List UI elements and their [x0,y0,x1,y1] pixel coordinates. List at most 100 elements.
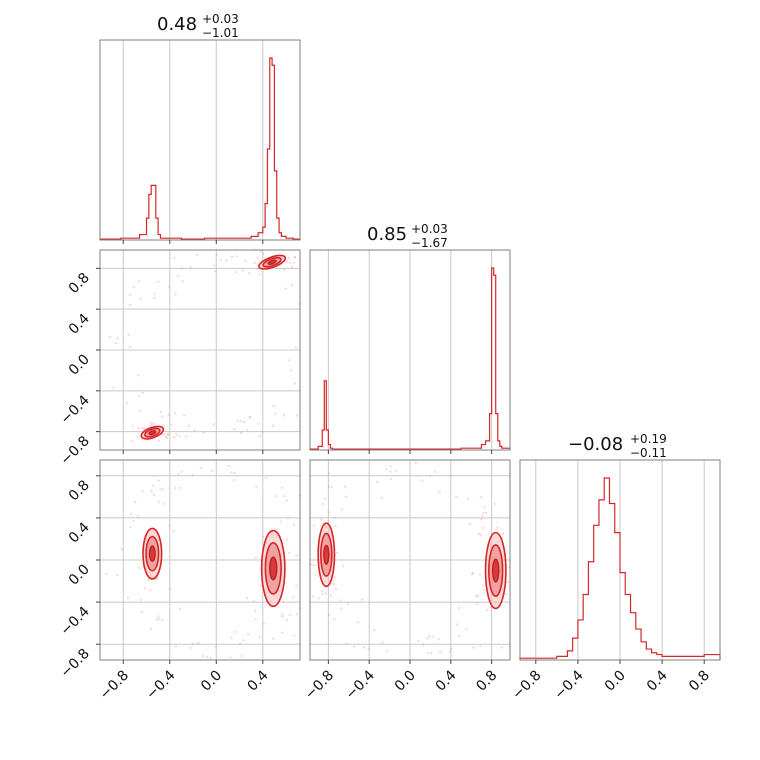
scatter-point [332,579,335,582]
scatter-point [345,642,348,645]
scatter-point [127,333,130,336]
scatter-point [421,479,424,482]
scatter-point [312,524,315,527]
scatter-point [189,266,192,269]
y-tick-label: 0.4 [66,311,93,338]
title-lower: −1.67 [411,236,448,250]
scatter-point [471,572,474,575]
scatter-point [356,621,360,624]
scatter-point [477,532,481,536]
scatter-point [272,404,275,408]
scatter-point [506,581,509,584]
scatter-point [168,524,171,527]
title-param-1: 0.48 +0.03 −1.01 [157,12,239,40]
scatter-point [148,589,152,592]
scatter-point [240,654,243,657]
scatter-point [361,598,364,601]
scatter-point [230,255,234,259]
scatter-point [201,654,205,658]
scatter-point [296,612,299,616]
title-upper: +0.19 [630,432,667,446]
scatter-point [281,615,284,618]
scatter-point [455,623,459,626]
scatter-point [161,618,164,621]
scatter-point [389,478,393,481]
scatter-point [389,470,392,473]
scatter-point [293,261,296,264]
scatter-point [281,613,284,616]
scatter-point [129,303,132,306]
scatter-point [485,511,488,515]
scatter-point [213,264,216,267]
x-tick-label: 0.4 [644,667,671,694]
contour-inner [267,259,277,265]
scatter-point [126,596,129,599]
scatter-point [138,567,141,570]
scatter-point [283,495,286,498]
scatter-point [291,284,294,287]
scatter-point [296,414,299,417]
scatter-point [152,484,155,487]
scatter-point [329,594,333,597]
scatter-point [333,516,336,519]
scatter-point [163,502,166,505]
y-tick-label: −0.4 [57,604,92,639]
x-tick-label: −0.8 [302,668,337,703]
scatter-point [246,597,249,600]
scatter-point [502,532,505,535]
y-tick-label: −0.8 [57,433,92,468]
scatter-point [189,646,192,650]
scatter-point [230,637,233,640]
scatter-point [476,594,480,597]
scatter-point [193,428,196,432]
scatter-point [262,252,265,255]
scatter-point [168,587,172,591]
scatter-point [433,470,436,474]
scatter-point [131,425,134,428]
scatter-point [283,268,286,271]
scatter-point [170,423,173,426]
scatter-point [242,639,245,642]
scatter-point [120,548,123,551]
scatter-point [282,600,285,603]
scatter-point [140,611,143,614]
scatter-point [116,573,119,577]
scatter-point [421,643,425,647]
scatter-point [313,564,316,567]
scatter-point [177,473,180,476]
scatter-point [321,503,324,506]
scatter-point [150,489,153,492]
scatter-point [185,435,188,438]
scatter-point [493,502,496,505]
scatter-point [165,437,168,440]
scatter-point [248,416,252,419]
scatter-point [417,639,420,642]
scatter-point [173,436,176,439]
scatter-point [153,296,156,300]
scatter-point [235,271,238,274]
panel-frame [99,39,301,241]
scatter-point [257,422,260,425]
scatter-point [381,641,384,644]
scatter-point [320,518,323,521]
y-tick-label: −0.8 [57,646,92,681]
scatter-point [385,649,388,652]
x-tick-label: −0.8 [97,668,132,703]
scatter-point [163,432,166,436]
scatter-point [466,498,469,501]
scatter-point [150,627,153,630]
scatter-point [292,523,295,527]
scatter-point [153,292,156,295]
scatter-point [249,416,252,419]
x-tick-label: 0.0 [392,668,419,695]
scatter-point [233,472,236,475]
x-tick-label: −0.4 [343,667,378,702]
scatter-point [275,528,278,531]
scatter-point [225,259,228,262]
scatter-point [139,598,143,601]
histogram-panel-1 [99,39,301,241]
scatter-point [195,253,199,256]
scatter-point [317,596,320,599]
scatter-point [343,485,347,488]
